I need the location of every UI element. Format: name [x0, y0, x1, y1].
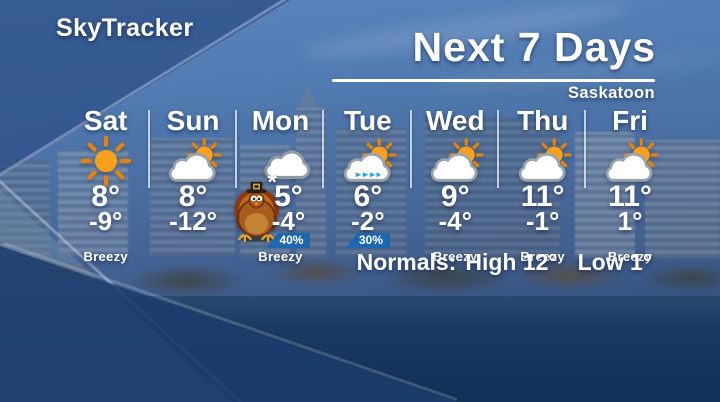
- forecast-day-column: Mon * 5° -4° 40% Breezy: [237, 104, 324, 264]
- high-temp-value: 8°: [178, 180, 208, 213]
- high-temp: 9°: [412, 182, 499, 212]
- title-divider: [332, 79, 655, 82]
- low-temp: -12°: [169, 206, 218, 236]
- day-label: Mon: [251, 105, 310, 136]
- precip-slot: 30%: [324, 233, 411, 248]
- sun-cloud-showers-icon: [324, 137, 411, 184]
- high-temp: 6°: [324, 182, 411, 212]
- day-label: Sat: [83, 105, 128, 136]
- forecast-day-column: Sun 8° -12°: [149, 104, 236, 264]
- flurry-mark: *: [267, 169, 277, 196]
- low-temp: -1°: [525, 206, 560, 236]
- day-label: Wed: [425, 105, 485, 136]
- high-temp-value: 6°: [353, 180, 383, 213]
- high-temp-value: 11°: [520, 180, 565, 213]
- sun-cloud-icon: [412, 137, 499, 184]
- normals-line: Normals: High 12° Low 1°: [357, 249, 652, 276]
- low-temp: 1°: [617, 206, 643, 236]
- high-temp-value: 8°: [91, 180, 121, 213]
- low-temp: -2°: [351, 206, 385, 236]
- low-temp: -4°: [271, 206, 306, 236]
- condition-note: [149, 250, 236, 264]
- page-title: Next 7 Days: [412, 24, 656, 70]
- sun-cloud-icon: [499, 137, 586, 184]
- forecast-day-column: Fri 11° 1° Breezy: [586, 104, 673, 264]
- app-logo: SkyTracker: [56, 14, 194, 42]
- sun-cloud-icon: [586, 137, 673, 184]
- forecast-day-column: Thu 11° -1° Breezy: [499, 104, 586, 264]
- precip-chance-badge: 40%: [266, 233, 311, 248]
- sunny-icon: [62, 135, 149, 187]
- day-label: Tue: [344, 105, 392, 136]
- location-label: Saskatoon: [567, 84, 655, 102]
- high-temp: 11°: [586, 182, 673, 212]
- normals-high: High 12°: [465, 249, 558, 275]
- cloud-flurries-icon: [245, 138, 332, 184]
- condition-note: Breezy: [83, 249, 128, 264]
- precip-slot: 40%: [245, 233, 332, 248]
- low-temp: -9°: [88, 206, 123, 236]
- high-temp: 8°: [62, 182, 149, 212]
- high-temp: 8°: [149, 182, 236, 212]
- day-label: Thu: [516, 105, 569, 136]
- normals-low: Low 1°: [577, 249, 652, 275]
- high-temp-value: 9°: [440, 180, 470, 213]
- sun-cloud-icon: [149, 137, 236, 184]
- column-divider: [409, 110, 412, 188]
- column-divider: [148, 110, 150, 188]
- high-temp: 11°: [499, 182, 586, 212]
- low-temp: -4°: [438, 206, 473, 236]
- condition-note: Breezy: [258, 249, 303, 264]
- forecast-day-column: Tue 6° -2° 30%: [324, 104, 411, 264]
- high-temp-value: 11°: [608, 180, 652, 213]
- forecast-grid: Sat 8° -9° Breezy Sun 8° -12° Mon * 5° -4…: [62, 104, 674, 264]
- column-divider: [235, 110, 238, 188]
- day-label: Fri: [612, 105, 648, 136]
- forecast-day-column: Wed 9° -4° Breezy: [412, 104, 499, 264]
- normals-label: Normals:: [356, 249, 457, 275]
- day-label: Sun: [166, 105, 220, 136]
- forecast-day-column: Sat 8° -9° Breezy: [62, 104, 149, 264]
